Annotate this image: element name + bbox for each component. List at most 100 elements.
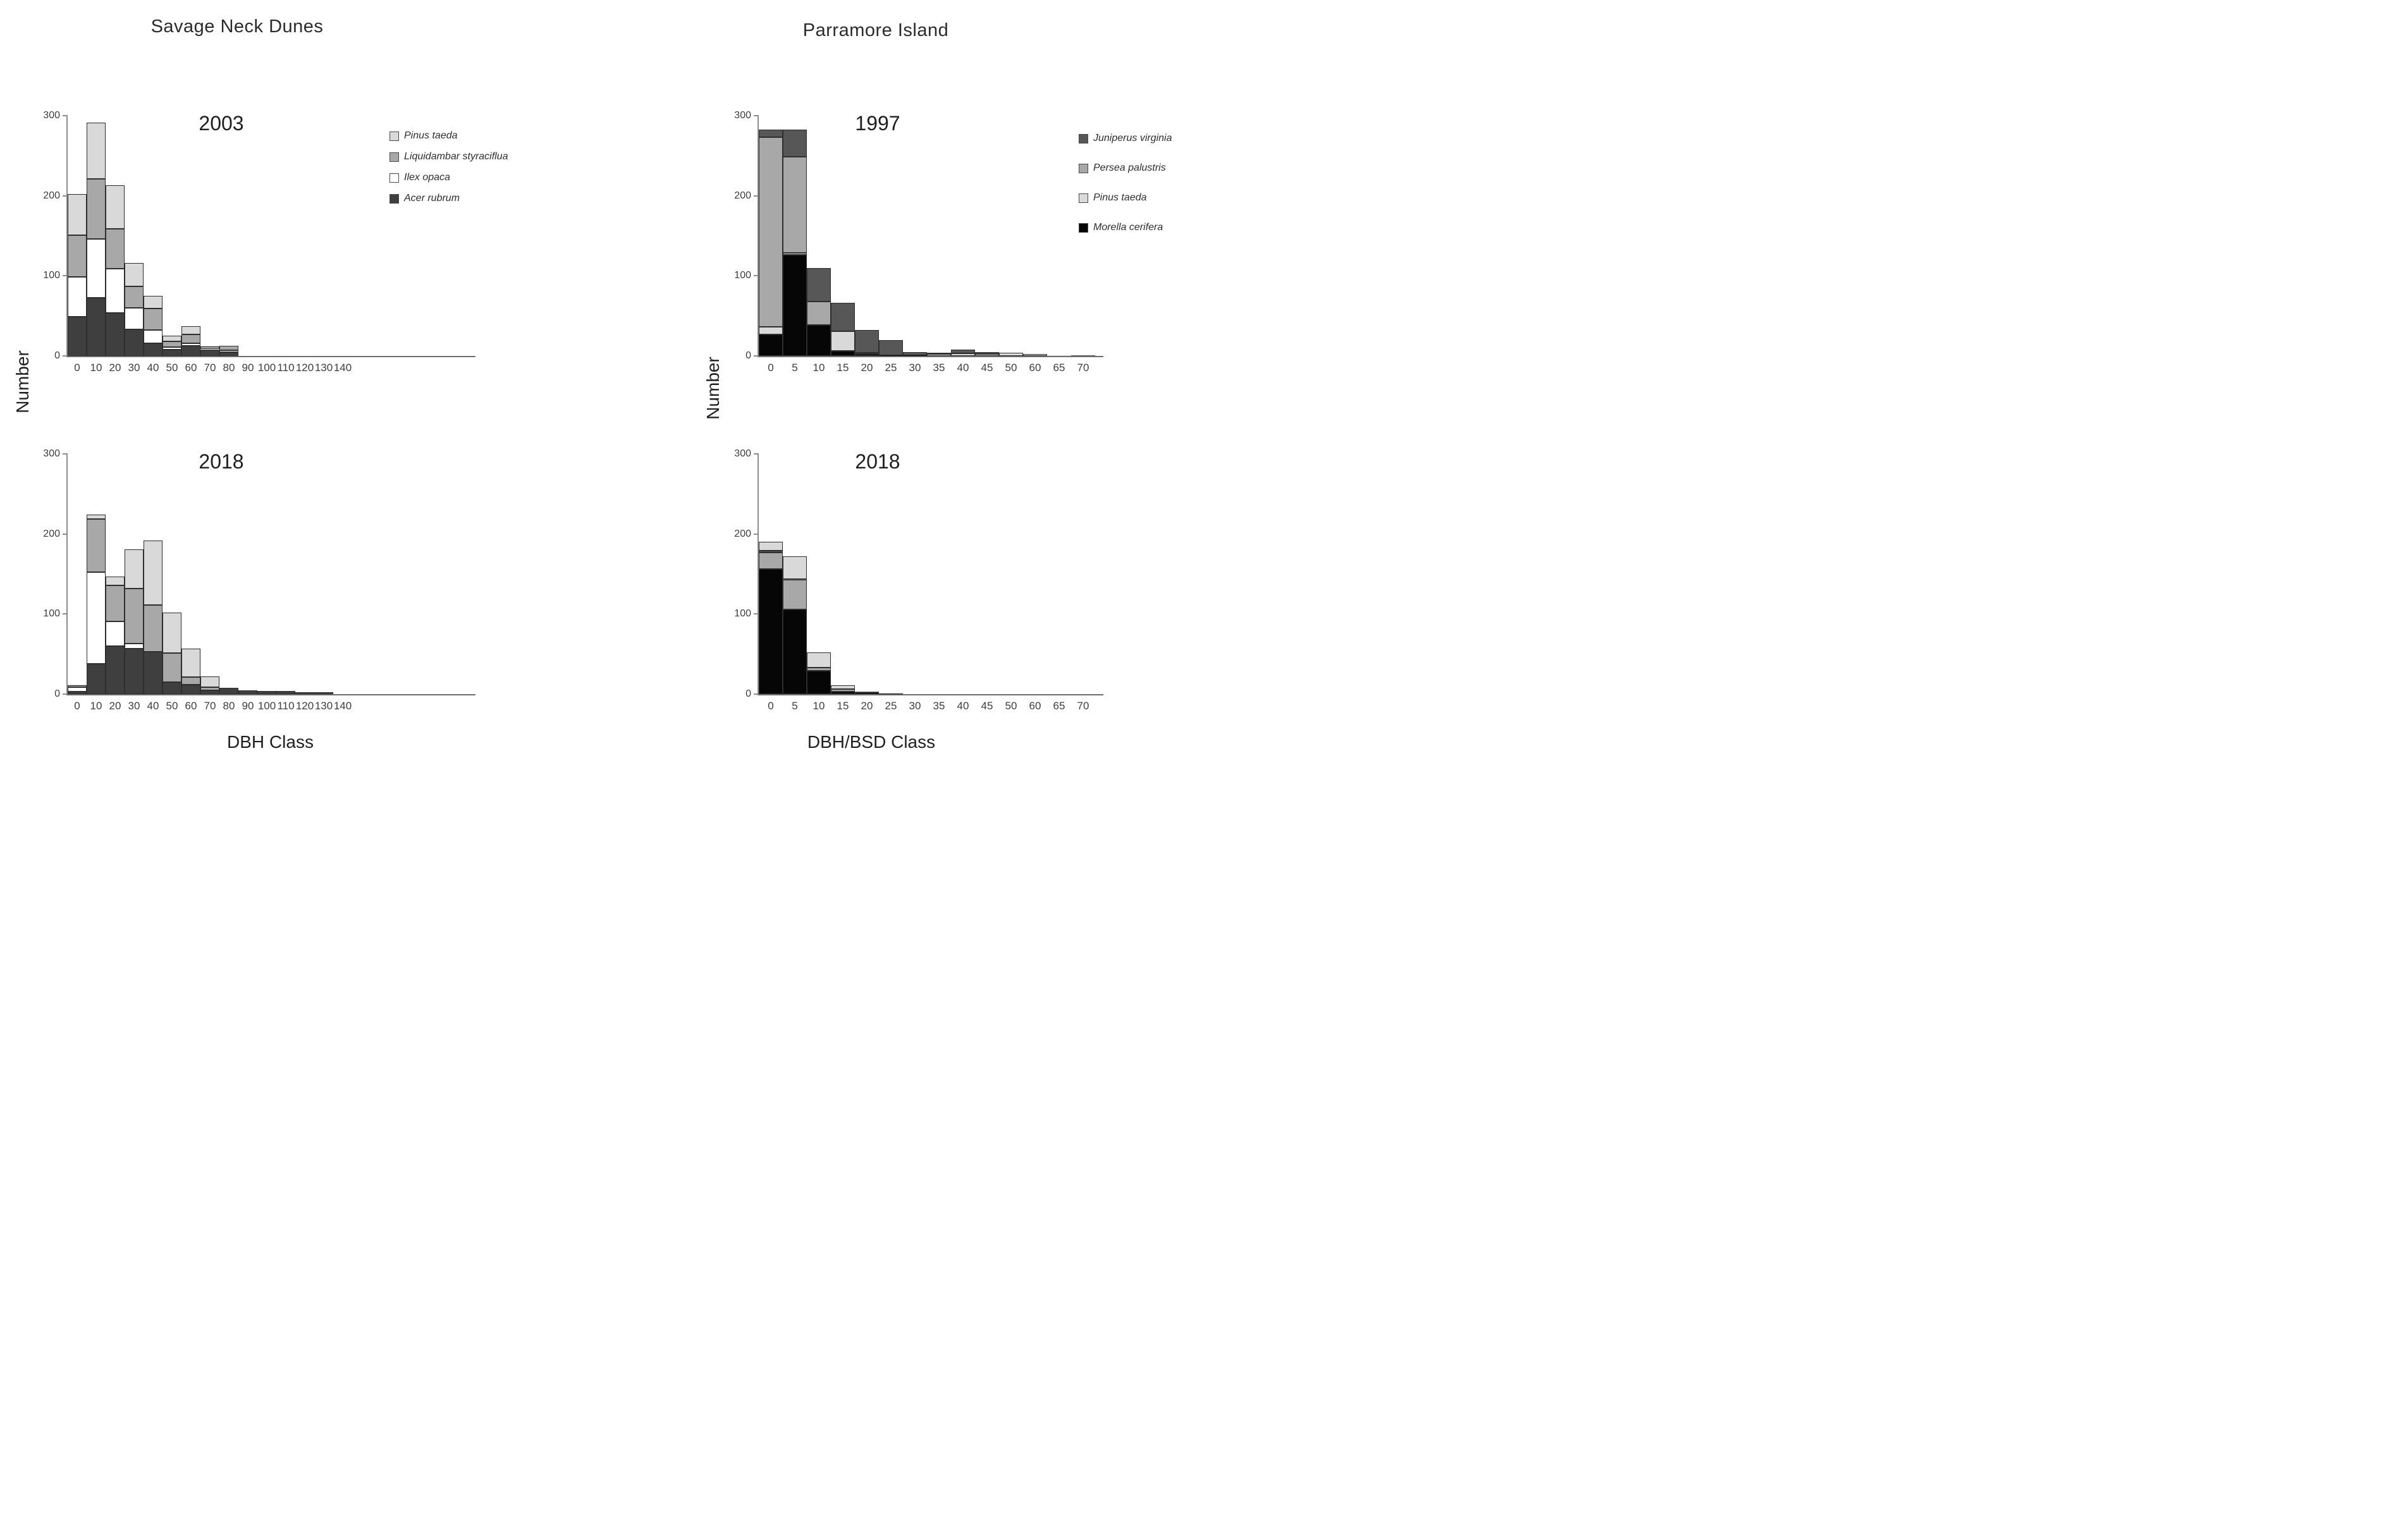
bar-segment-juniperus [903,351,927,355]
x-tick-label: 0 [768,700,774,712]
bar-130 [314,692,333,694]
x-tick-label: 10 [813,700,825,712]
bar-segment-juniperus [855,330,879,353]
bar-segment-acer [163,349,181,356]
bar-segment-juniperus [927,352,951,355]
y-tick-mark [63,533,68,535]
x-tick-label: 20 [109,700,121,712]
figure-canvas: Savage Neck Dunes Parramore Island Numbe… [0,0,1202,770]
x-tick-label: 35 [933,700,945,712]
bar-segment-pinus [125,263,144,286]
legend-item: Ilex opaca [389,172,508,183]
y-tick-label: 300 [734,448,751,459]
bar-80 [219,345,238,356]
y-tick-label: 100 [43,270,60,281]
bar-15 [831,685,855,694]
legend-swatch-icon [389,131,399,141]
bar-segment-pinus [831,685,855,690]
x-tick-label: 45 [981,700,993,712]
bar-segment-acer [257,690,276,694]
bar-segment-pinus [125,549,144,589]
bar-segment-liquidambar [87,179,106,240]
bar-25 [879,339,903,356]
site-title-right: Parramore Island [802,20,949,40]
bar-segment-acer [219,687,238,694]
y-tick-mark [754,195,759,197]
legend-item: Pinus taeda [1079,192,1172,204]
bar-segment-liquidambar [163,653,181,682]
bar-segment-persea [759,137,783,327]
bar-segment-pinus [951,353,975,356]
bar-segment-acer [200,690,219,694]
bar-segment-acer [276,690,295,694]
bar-segment-liquidambar [106,228,125,269]
y-tick-mark [754,453,759,455]
legend-swatch-icon [1079,163,1088,173]
y-axis-title-left: Number [13,350,32,413]
x-tick-label: 10 [90,362,102,374]
bar-segment-pinus [759,542,783,551]
bar-segment-persea [783,156,807,253]
bar-segment-pinus [144,540,163,606]
x-tick-label: 70 [204,700,216,712]
x-tick-label: 15 [837,362,849,374]
y-tick-mark [754,115,759,116]
bar-70 [200,345,219,356]
bar-segment-acer [219,351,238,356]
x-tick-label: 90 [242,362,254,374]
legend-item: Acer rubrum [389,193,508,204]
legend-swatch-icon [389,173,399,183]
bar-segment-ilex [219,350,238,352]
bar-segment-ilex [163,347,181,350]
bar-80 [219,687,238,694]
y-tick-mark [63,115,68,116]
y-tick-mark [754,355,759,357]
x-axis-title-left: DBH Class [227,732,314,752]
bar-segment-juniperus [879,339,903,355]
legend-swatch-icon [389,193,399,204]
bar-70 [1071,355,1095,356]
x-tick-label: 40 [147,700,159,712]
bar-segment-ilex [144,330,163,343]
bar-segment-acer [181,345,200,356]
x-tick-label: 15 [837,700,849,712]
bar-segment-ilex [68,276,87,317]
bar-segment-persea [759,552,783,570]
y-tick-label: 300 [43,448,60,459]
bar-segment-acer [144,651,163,694]
legend-swatch-icon [1079,133,1088,144]
site-title-left: Savage Neck Dunes [150,16,324,37]
bar-segment-morella [831,351,855,356]
bar-segment-ilex [200,348,219,350]
plot-area: 0 100 200 300 0 10 20 30 40 50 60 70 80 90 100 110 120 1… [43,111,475,374]
x-tick-label: 10 [90,700,102,712]
bar-20 [855,692,879,694]
x-labels: 0 10 20 30 40 50 60 70 80 90 100 110 120 130 140 [68,700,352,712]
x-tick-label: 30 [909,700,921,712]
bars [68,515,352,694]
bar-segment-acer [125,648,144,694]
bar-segment-liquidambar [68,685,87,687]
x-tick-label: 140 [333,700,352,712]
bar-segment-acer [106,312,125,356]
bar-segment-morella [783,255,807,356]
bar-segment-ilex [181,343,200,346]
legend-label: Pinus taeda [404,130,458,141]
y-tick-mark [754,533,759,535]
bar-segment-liquidambar [181,334,200,343]
bar-segment-acer [314,692,333,694]
x-tick-label: 110 [277,700,295,712]
y-tick-label: 200 [734,528,751,539]
bar-segment-pinus [1047,355,1071,356]
bar-segment-pinus [855,352,879,355]
y-tick-label: 0 [745,350,751,361]
chart-parramore-1997: 1997 0 100 200 300 0 5 10 15 20 25 30 35 40 45 50 60 65… [734,111,1112,374]
bar-segment-liquidambar [144,605,163,652]
plot-area: 0 100 200 300 0 5 10 15 20 25 30 35 40 45 50 60 65 70 [734,449,1103,712]
bar-segment-ilex [125,308,144,330]
bar-40 [951,349,975,356]
y-tick-label: 0 [54,688,60,699]
bar-10 [807,267,831,356]
x-tick-label: 50 [166,362,178,374]
bar-segment-liquidambar [144,309,163,331]
